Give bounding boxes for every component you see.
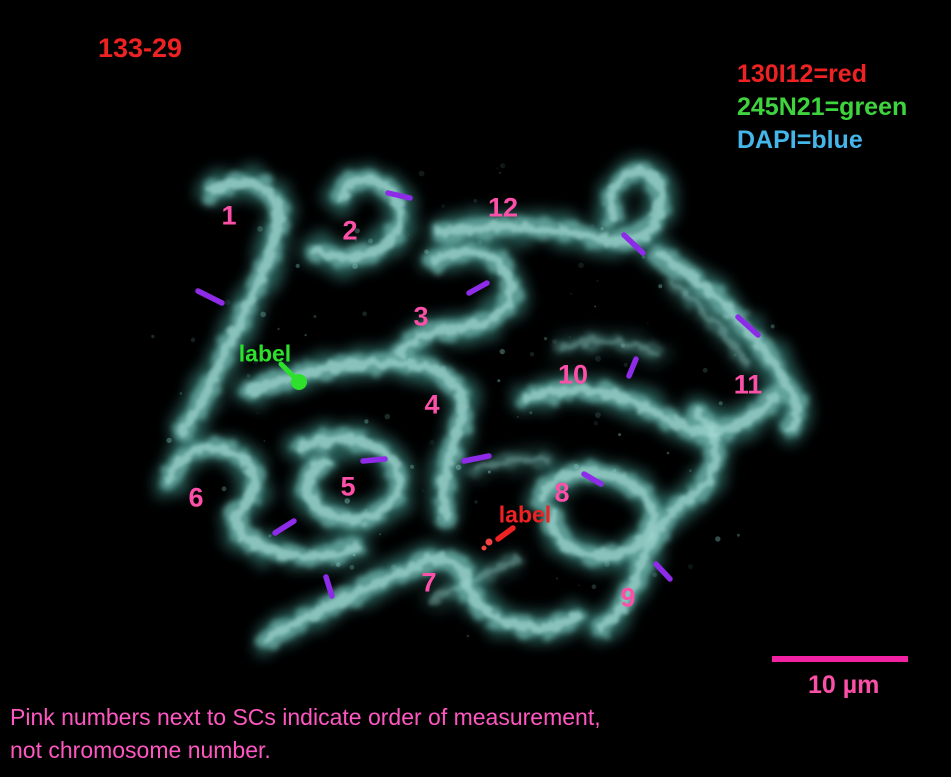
sc-number-12: 12	[487, 192, 519, 223]
sc-number-8: 8	[554, 477, 570, 508]
green-probe-dot	[291, 374, 307, 390]
sc-number-2: 2	[342, 215, 358, 246]
measurement-tick	[653, 561, 673, 582]
caption-line-2: not chromosome number.	[10, 737, 271, 763]
measurement-tick	[466, 280, 490, 296]
measurement-tick	[626, 356, 639, 379]
background-speckles	[151, 163, 775, 638]
scale-bar	[772, 656, 908, 662]
red-probe-marker	[481, 525, 516, 551]
caption-line-1: Pink numbers next to SCs indicate order …	[10, 704, 601, 730]
sc-number-6: 6	[188, 482, 204, 513]
legend-item-dapi: DAPI=blue	[737, 126, 863, 154]
sc-number-5: 5	[340, 471, 356, 502]
measurement-tick	[272, 518, 297, 536]
scale-bar-label: 10 µm	[808, 671, 880, 699]
measurement-tick	[581, 471, 604, 487]
sc-number-7: 7	[421, 567, 437, 598]
sc-number-11: 11	[733, 369, 763, 400]
red-probe-dot	[485, 538, 493, 546]
green-probe-marker	[278, 361, 307, 390]
sc-number-9: 9	[620, 582, 636, 613]
sc-number-3: 3	[413, 301, 429, 332]
red-probe-label: label	[498, 501, 552, 528]
sc-number-10: 10	[557, 359, 589, 390]
sc-number-1: 1	[221, 200, 237, 231]
red-probe-dot	[481, 545, 487, 551]
measurement-ticks	[195, 190, 761, 599]
chromosome-spread	[170, 172, 798, 639]
measurement-tick	[461, 453, 492, 464]
measurement-tick	[323, 574, 335, 599]
measurement-tick	[385, 190, 413, 201]
measurement-tick	[735, 314, 761, 338]
measurement-tick	[360, 456, 388, 464]
sc-number-4: 4	[424, 389, 440, 420]
probe-legend: 130I12=red 245N21=green DAPI=blue	[737, 58, 907, 157]
green-probe-pointer-line	[278, 361, 297, 380]
measurement-tick	[195, 288, 225, 306]
legend-item-green-probe: 245N21=green	[737, 93, 908, 121]
green-probe-label: label	[238, 340, 292, 367]
figure-caption: Pink numbers next to SCs indicate order …	[10, 701, 601, 767]
legend-item-red-probe: 130I12=red	[737, 60, 867, 88]
measurement-tick	[621, 232, 646, 256]
red-probe-pointer-line	[495, 525, 516, 542]
specimen-id: 133-29	[98, 33, 183, 63]
